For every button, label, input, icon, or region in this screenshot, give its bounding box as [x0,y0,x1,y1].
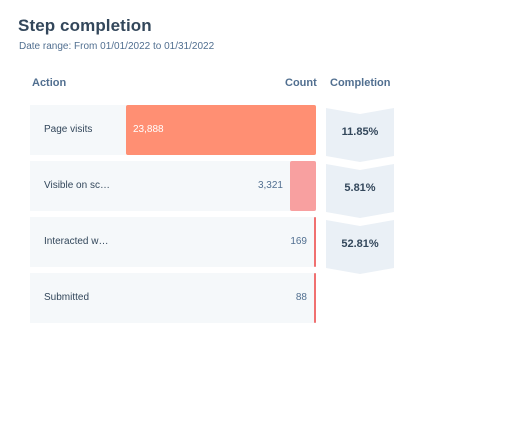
step-count: 169 [290,236,307,247]
step-count: 88 [295,292,307,303]
step-label: Page visits [44,124,93,135]
funnel-row[interactable]: Interacted w… 169 [30,217,316,267]
completion-rate-chevron: 11.85% [326,108,394,162]
funnel-row[interactable]: Submitted 88 [30,273,316,323]
funnel-bar[interactable] [314,273,316,323]
completion-rate: 52.81% [341,238,379,250]
funnel-bar[interactable] [290,161,316,211]
funnel-row[interactable]: Page visits 23,888 [30,105,316,155]
completion-rate: 5.81% [344,182,376,194]
step-label: Submitted [44,292,90,303]
funnel-bar[interactable] [314,217,316,267]
column-header-completion[interactable]: Completion [330,77,391,89]
funnel-bar[interactable] [126,105,316,155]
funnel-row[interactable]: Visible on sc… 3,321 [30,161,316,211]
step-label: Interacted w… [44,236,109,247]
completion-rate-chevron: 52.81% [326,220,394,274]
step-count: 3,321 [257,180,283,191]
date-range: Date range: From 01/01/2022 to 01/31/202… [19,41,215,52]
completion-rate: 11.85% [341,126,379,138]
step-count: 23,888 [133,124,164,135]
chart-title: Step completion [18,16,152,35]
column-header-count[interactable]: Count [285,77,317,89]
step-label: Visible on sc… [44,180,110,191]
column-header-action[interactable]: Action [32,77,67,89]
completion-rate-chevron: 5.81% [326,164,394,218]
